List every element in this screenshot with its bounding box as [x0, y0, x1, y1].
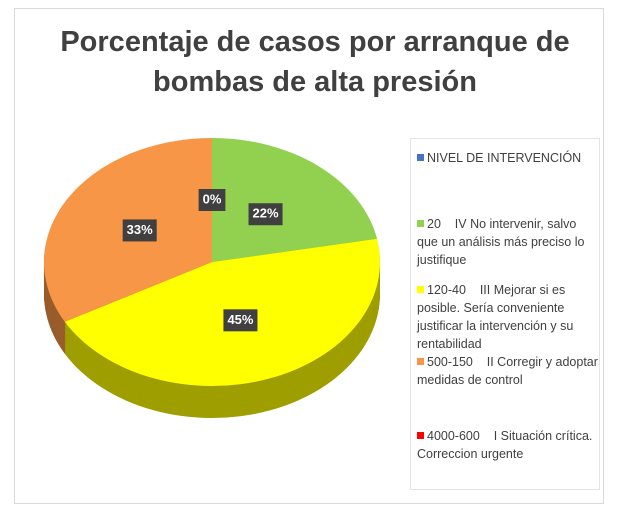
legend-label: NIVEL DE INTERVENCIÓN: [427, 151, 582, 165]
legend-swatch: [417, 220, 424, 227]
legend-swatch: [417, 154, 424, 161]
data-label: 33%: [127, 222, 153, 237]
legend-swatch: [417, 432, 424, 439]
legend-item: 4000-600 I Situación crítica. Correccion…: [417, 427, 599, 463]
slice: [64, 238, 381, 387]
legend-swatch: [417, 358, 424, 365]
slice: [212, 138, 378, 262]
chart-frame: [14, 8, 604, 504]
data-label-bg: [223, 309, 258, 332]
legend-item: 120-40 III Mejorar si es posible. Sería …: [417, 281, 599, 353]
legend-item: 500-150 II Corregir y adoptar medidas de…: [417, 353, 599, 389]
data-label-bg: [122, 219, 157, 242]
legend-label: 120-40 III Mejorar si es posible. Sería …: [417, 283, 577, 351]
legend-label: 20 IV No intervenir, salvo que un anális…: [417, 217, 588, 267]
legend-item: NIVEL DE INTERVENCIÓN: [417, 149, 599, 167]
legend-item: 20 IV No intervenir, salvo que un anális…: [417, 215, 599, 269]
legend: NIVEL DE INTERVENCIÓN 20 IV No intervenir…: [410, 138, 600, 490]
data-label-bg: [248, 203, 283, 226]
data-label: 45%: [227, 312, 253, 327]
legend-label: 4000-600 I Situación crítica. Correccion…: [417, 429, 596, 461]
legend-swatch: [417, 286, 424, 293]
legend-label: 500-150 II Corregir y adoptar medidas de…: [417, 355, 602, 387]
data-label: 22%: [253, 206, 279, 221]
data-label: 0%: [203, 191, 222, 206]
chart-title: Porcentaje de casos por arranque de bomb…: [60, 26, 570, 98]
data-label-bg: [198, 189, 226, 211]
